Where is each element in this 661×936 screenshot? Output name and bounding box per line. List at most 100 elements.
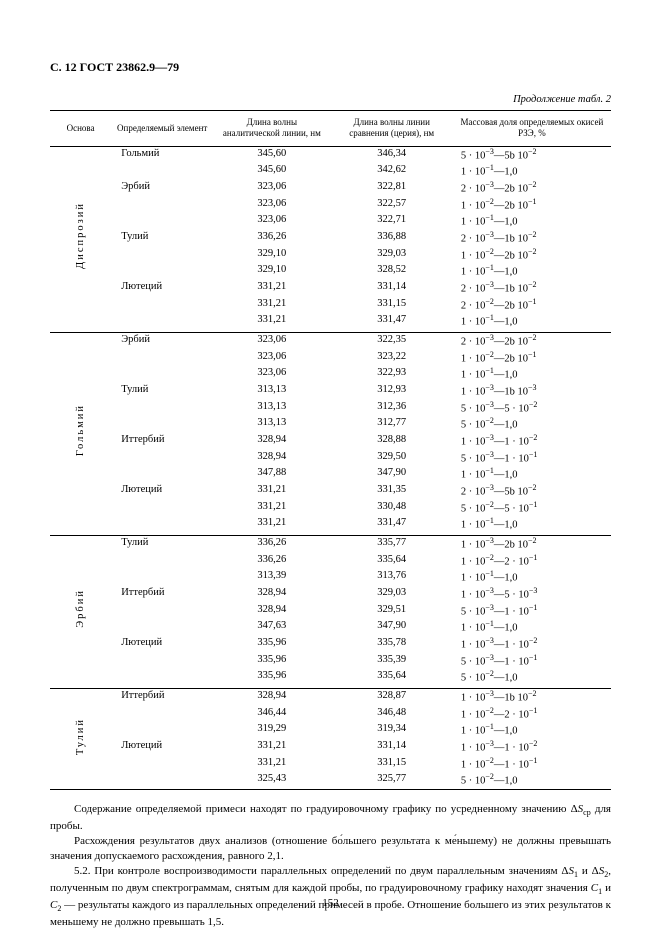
table-row: 345,60342,621 · 10−1—1,0 [50, 163, 611, 180]
compare-cell: 335,64 [330, 669, 452, 686]
col-osnova: Основа [50, 111, 111, 147]
compare-cell: 347,90 [330, 466, 452, 483]
mass-cell: 1 · 10−2—1 · 10−1 [453, 756, 611, 773]
element-cell: Иттербий [111, 433, 213, 450]
compare-cell: 331,14 [330, 280, 452, 297]
element-cell: Эрбий [111, 180, 213, 197]
analyt-cell: 323,06 [213, 213, 330, 230]
osnova-cell: Эрбий [50, 536, 111, 687]
element-cell: Эрбий [111, 333, 213, 350]
analyt-cell: 336,26 [213, 230, 330, 247]
mass-cell: 5 · 10−3—1 · 10−1 [453, 653, 611, 670]
mass-cell: 1 · 10−3—1 · 10−2 [453, 636, 611, 653]
col-mass: Массовая доля определяемых окисей РЗЭ, % [453, 111, 611, 147]
analyt-cell: 329,10 [213, 247, 330, 264]
table-row: 323,06322,931 · 10−1—1,0 [50, 366, 611, 383]
mass-cell: 2 · 10−3—1b 10−2 [453, 280, 611, 297]
mass-cell: 5 · 10−3—5 · 10−2 [453, 400, 611, 417]
osnova-cell: Гольмий [50, 333, 111, 534]
compare-cell: 312,77 [330, 416, 452, 433]
analyt-cell: 331,21 [213, 297, 330, 314]
page-header: С. 12 ГОСТ 23862.9—79 [50, 60, 611, 75]
element-cell [111, 619, 213, 636]
element-cell [111, 569, 213, 586]
table-row: 331,21331,471 · 10−1—1,0 [50, 313, 611, 330]
analyt-cell: 331,21 [213, 739, 330, 756]
analyt-cell: 323,06 [213, 197, 330, 214]
compare-cell: 331,14 [330, 739, 452, 756]
osnova-cell: Тулий [50, 689, 111, 790]
mass-cell: 2 · 10−3—5b 10−2 [453, 483, 611, 500]
mass-cell: 1 · 10−1—1,0 [453, 569, 611, 586]
mass-cell: 5 · 10−2—5 · 10−1 [453, 500, 611, 517]
table-row: 336,26335,641 · 10−2—2 · 10−1 [50, 553, 611, 570]
col-analyt: Длина волны аналитической линии, нм [213, 111, 330, 147]
analyt-cell: 331,21 [213, 313, 330, 330]
element-cell [111, 722, 213, 739]
compare-cell: 322,71 [330, 213, 452, 230]
element-cell: Иттербий [111, 586, 213, 603]
compare-cell: 329,03 [330, 586, 452, 603]
mass-cell: 1 · 10−1—1,0 [453, 722, 611, 739]
osnova-cell: Диспрозий [50, 146, 111, 330]
analyt-cell: 313,13 [213, 383, 330, 400]
table-row: 329,10328,521 · 10−1—1,0 [50, 263, 611, 280]
compare-cell: 346,48 [330, 706, 452, 723]
analyt-cell: 328,94 [213, 603, 330, 620]
compare-cell: 312,36 [330, 400, 452, 417]
analyt-cell: 313,13 [213, 416, 330, 433]
element-cell: Тулий [111, 536, 213, 553]
mass-cell: 5 · 10−2—1,0 [453, 669, 611, 686]
mass-cell: 1 · 10−1—1,0 [453, 313, 611, 330]
mass-cell: 5 · 10−3—1 · 10−1 [453, 603, 611, 620]
analyt-cell: 345,60 [213, 146, 330, 163]
analyt-cell: 323,06 [213, 366, 330, 383]
compare-cell: 336,88 [330, 230, 452, 247]
compare-cell: 331,15 [330, 756, 452, 773]
element-cell [111, 516, 213, 533]
element-cell [111, 197, 213, 214]
element-cell [111, 603, 213, 620]
mass-cell: 5 · 10−2—1,0 [453, 772, 611, 789]
mass-cell: 1 · 10−3—5 · 10−3 [453, 586, 611, 603]
element-cell [111, 297, 213, 314]
compare-cell: 346,34 [330, 146, 452, 163]
table-row: Эрбий323,06322,812 · 10−3—2b 10−2 [50, 180, 611, 197]
compare-cell: 328,52 [330, 263, 452, 280]
compare-cell: 328,88 [330, 433, 452, 450]
para-1: Содержание определяемой примеси находят … [50, 802, 611, 834]
compare-cell: 331,47 [330, 313, 452, 330]
table-row: 313,39313,761 · 10−1—1,0 [50, 569, 611, 586]
compare-cell: 329,51 [330, 603, 452, 620]
element-cell [111, 350, 213, 367]
table-row: 329,10329,031 · 10−2—2b 10−2 [50, 247, 611, 264]
table-row: Лютеций331,21331,141 · 10−3—1 · 10−2 [50, 739, 611, 756]
compare-cell: 325,77 [330, 772, 452, 789]
analyt-cell: 335,96 [213, 653, 330, 670]
table-row: Лютеций331,21331,142 · 10−3—1b 10−2 [50, 280, 611, 297]
table-row: 323,06322,571 · 10−2—2b 10−1 [50, 197, 611, 214]
mass-cell: 5 · 10−3—1 · 10−1 [453, 450, 611, 467]
table-row: 313,13312,365 · 10−3—5 · 10−2 [50, 400, 611, 417]
mass-cell: 1 · 10−1—1,0 [453, 516, 611, 533]
element-cell: Лютеций [111, 636, 213, 653]
table-row: 328,94329,515 · 10−3—1 · 10−1 [50, 603, 611, 620]
mass-cell: 5 · 10−2—1,0 [453, 416, 611, 433]
compare-cell: 319,34 [330, 722, 452, 739]
analyt-cell: 346,44 [213, 706, 330, 723]
mass-cell: 1 · 10−1—1,0 [453, 263, 611, 280]
analyt-cell: 328,94 [213, 586, 330, 603]
analyt-cell: 325,43 [213, 772, 330, 789]
compare-cell: 342,62 [330, 163, 452, 180]
element-cell [111, 213, 213, 230]
compare-cell: 331,47 [330, 516, 452, 533]
compare-cell: 329,50 [330, 450, 452, 467]
compare-cell: 331,15 [330, 297, 452, 314]
analyt-cell: 323,06 [213, 333, 330, 350]
analyt-cell: 336,26 [213, 553, 330, 570]
compare-cell: 328,87 [330, 689, 452, 706]
element-cell [111, 416, 213, 433]
table-row: ТулийИттербий328,94328,871 · 10−3—1b 10−… [50, 689, 611, 706]
mass-cell: 1 · 10−1—1,0 [453, 366, 611, 383]
table-row: 346,44346,481 · 10−2—2 · 10−1 [50, 706, 611, 723]
